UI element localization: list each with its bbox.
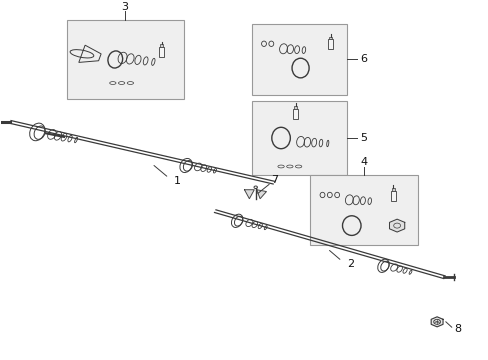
Text: 6: 6 (360, 54, 367, 64)
Text: 5: 5 (360, 133, 367, 143)
Text: 2: 2 (346, 258, 353, 269)
Text: 1: 1 (173, 176, 181, 186)
Polygon shape (244, 190, 254, 199)
Text: 8: 8 (454, 324, 461, 334)
Bar (329, 37, 331, 40)
Bar (391, 188, 394, 191)
Text: 7: 7 (271, 175, 278, 185)
Polygon shape (430, 317, 442, 327)
Bar (251, 100, 346, 175)
Bar (66, 20, 183, 99)
Bar (293, 109, 298, 119)
Bar (328, 40, 332, 49)
Text: 3: 3 (122, 2, 128, 12)
Bar (390, 191, 395, 201)
Text: 4: 4 (360, 157, 367, 167)
Polygon shape (389, 219, 404, 232)
Bar (310, 175, 417, 245)
Polygon shape (256, 190, 266, 199)
Bar (294, 106, 297, 109)
Bar (160, 45, 163, 48)
Bar (159, 48, 163, 57)
Bar (251, 24, 346, 95)
